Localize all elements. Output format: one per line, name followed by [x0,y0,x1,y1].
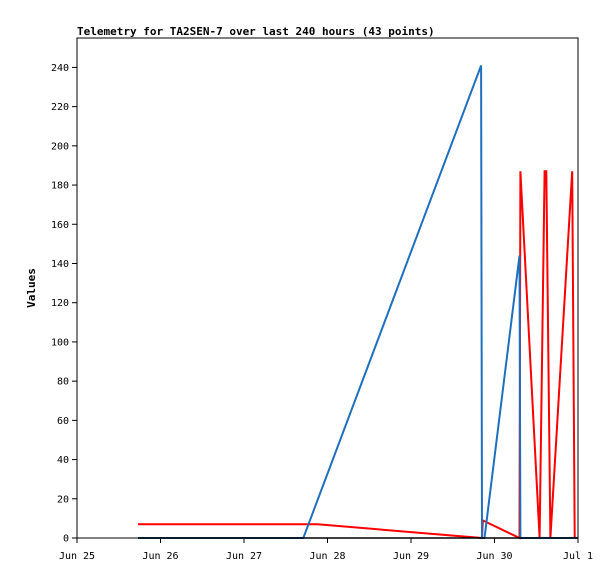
y-tick-label: 240 [51,63,69,74]
series-line-1 [138,170,576,540]
plot-frame [76,37,579,539]
y-tick-label: 100 [51,337,69,348]
y-tick-label: 80 [57,377,69,388]
x-tick-label: Jul 1 [563,551,593,562]
y-tick-label: 120 [51,298,69,309]
y-tick-label: 160 [51,220,69,231]
y-tick-label: 220 [51,102,69,113]
x-tick-label: Jun 30 [476,551,512,562]
y-tick-label: 180 [51,181,69,192]
y-tick-label: 140 [51,259,69,270]
y-tick-label: 200 [51,141,69,152]
chart-title: Telemetry for TA2SEN-7 over last 240 hou… [77,25,435,38]
x-tick-label: Jun 26 [142,551,178,562]
x-tick-label: Jun 27 [226,551,262,562]
y-tick-label: 0 [63,534,69,545]
x-axis-ticks: Jun 25 Jun 26 Jun 27 Jun 28 Jun 29 Jun 30 Jul … [59,538,593,562]
x-tick-label: Jun 25 [59,551,95,562]
series-line-2 [138,65,578,539]
y-tick-label: 60 [57,416,69,427]
y-axis-ticks: 0 20 40 60 80 100 120 140 160 180 200 220 240 [51,63,77,545]
series-lines [138,65,578,540]
x-tick-label: Jun 29 [393,551,429,562]
y-tick-label: 20 [57,494,69,505]
y-axis-label: Values [25,268,38,308]
x-tick-label: Jun 28 [309,551,345,562]
y-tick-label: 40 [57,455,69,466]
